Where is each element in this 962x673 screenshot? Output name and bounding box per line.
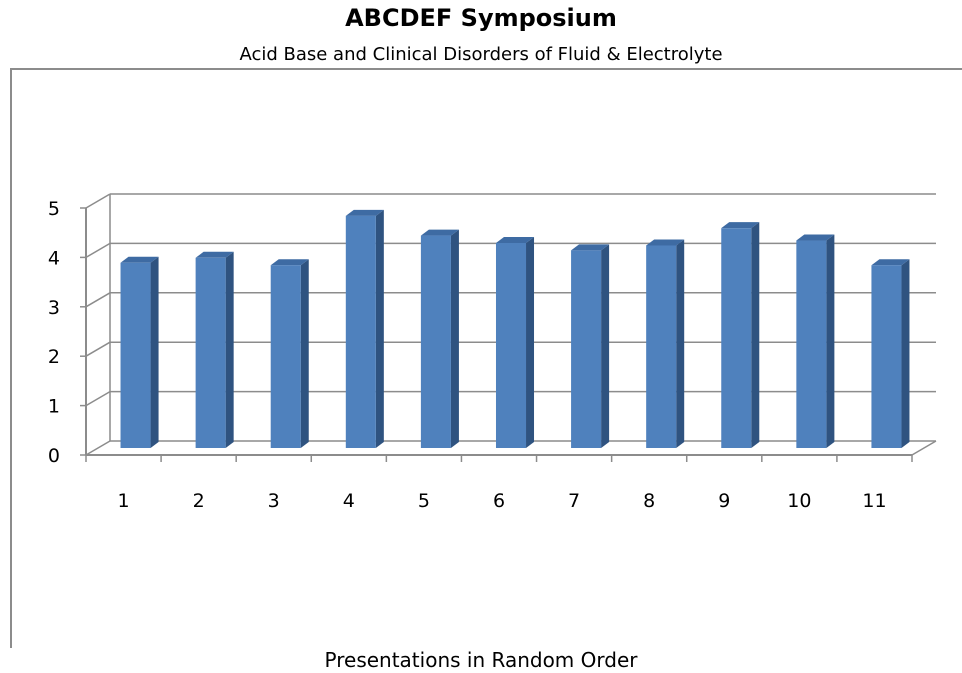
bar-side [901,259,910,448]
y-tick-label: 3 [48,297,60,319]
bar-side [526,236,535,448]
y-tick-label: 4 [48,247,60,269]
bar [345,215,376,448]
bar-side [225,251,234,448]
floor-edge [911,440,937,456]
bar [195,257,226,448]
bar [871,265,902,448]
bar-top [120,256,159,263]
gridline-diagonal [85,390,111,407]
x-tick-label: 9 [718,490,730,512]
bars [120,209,910,448]
bar-top [571,244,610,251]
bar [646,245,677,448]
y-tick-label: 1 [48,396,60,418]
bar [721,228,752,448]
bar-top [796,234,835,241]
gridline-diagonal [85,341,111,357]
bar-side [150,256,159,448]
gridline-diagonal [85,292,111,308]
chart-subtitle: Acid Base and Clinical Disorders of Flui… [239,44,723,65]
bar-top [195,251,234,258]
bar-side [751,222,760,448]
gridline-diagonal [85,440,111,456]
bar-top [420,229,459,236]
x-axis-ticks: 1 2 3 4 5 6 7 8 9 10 11 [85,455,913,512]
chart-frame [10,68,962,648]
bar [495,242,527,448]
bar-top [270,259,309,266]
chart-walls [85,194,937,456]
bar-top [495,236,535,243]
bar [120,262,151,448]
x-axis-label: Presentations in Random Order [324,648,638,672]
y-tick-label: 5 [48,198,60,220]
bar-top [871,259,910,266]
bar [796,240,827,448]
bar [270,265,301,448]
bar-side [826,234,835,448]
bar-side [676,239,685,448]
x-tick-label: 8 [643,490,655,512]
gridline-diagonal [85,193,111,209]
x-tick-label: 5 [418,490,430,512]
x-tick-label: 7 [568,490,580,512]
chart-title: ABCDEF Symposium [345,4,617,32]
bar [420,235,451,448]
bar-side [450,229,459,448]
x-tick-label: 10 [787,490,811,512]
y-axis-ticks: 0 1 2 3 4 5 [48,198,86,467]
x-tick-label: 11 [862,490,886,512]
y-tick-label: 0 [48,445,60,467]
x-tick-label: 1 [117,490,129,512]
x-tick-label: 2 [193,490,205,512]
x-tick-label: 4 [343,490,355,512]
bar-side [601,244,610,448]
x-tick-label: 6 [493,490,505,512]
bar-top [646,239,685,246]
gridline-diagonal [85,242,111,259]
bar [571,250,602,448]
x-tick-label: 3 [268,490,280,512]
bar-top [721,222,760,229]
bar-side [300,259,309,448]
bar-top [345,209,384,216]
y-tick-label: 2 [48,346,60,368]
bar-side [375,209,384,448]
